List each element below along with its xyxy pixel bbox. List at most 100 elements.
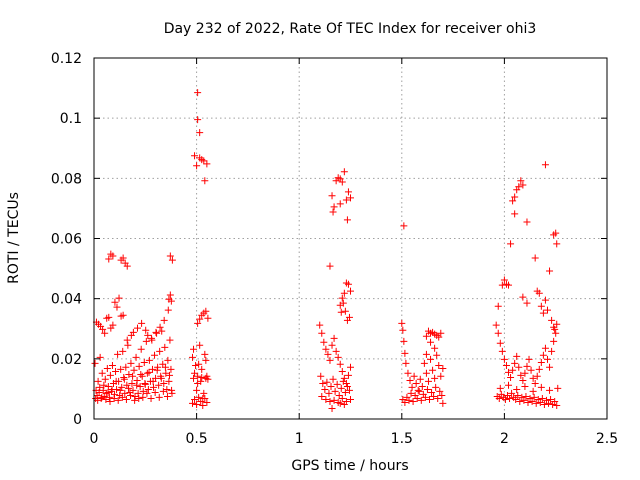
data-point	[114, 350, 122, 358]
data-point	[202, 307, 210, 315]
data-point	[190, 374, 198, 382]
data-point	[194, 319, 202, 327]
data-point	[508, 389, 516, 397]
data-point	[333, 380, 341, 388]
data-point	[155, 381, 163, 389]
data-point	[135, 395, 143, 403]
data-point	[400, 222, 408, 230]
data-point	[437, 329, 445, 337]
data-point	[139, 393, 147, 401]
data-point	[500, 355, 508, 363]
data-point	[401, 398, 409, 406]
data-point	[99, 325, 107, 333]
data-point	[541, 161, 549, 169]
data-point	[506, 395, 514, 403]
data-point	[511, 193, 519, 201]
data-point	[199, 401, 207, 409]
data-point	[168, 386, 176, 394]
data-point	[427, 338, 435, 346]
data-point	[402, 359, 410, 367]
data-point	[330, 203, 338, 211]
data-point	[95, 389, 103, 397]
data-point	[119, 347, 127, 355]
data-point	[407, 389, 415, 397]
data-point	[196, 341, 204, 349]
data-point	[530, 393, 538, 401]
data-point	[347, 363, 354, 371]
data-point	[545, 399, 553, 407]
y-tick-label: 0.02	[51, 352, 82, 368]
data-point	[133, 381, 141, 389]
data-point	[492, 321, 500, 329]
data-point	[201, 350, 209, 358]
data-point	[200, 389, 208, 397]
data-point	[438, 392, 446, 400]
data-point	[496, 339, 504, 347]
data-point	[165, 295, 173, 303]
data-point	[507, 373, 515, 381]
x-axis-label: GPS time / hours	[291, 458, 408, 474]
data-point	[336, 360, 344, 368]
data-point	[531, 254, 539, 262]
data-point	[423, 386, 431, 394]
data-point	[153, 366, 161, 374]
data-point	[110, 395, 118, 403]
data-point	[347, 194, 354, 202]
data-point	[325, 389, 333, 397]
data-point	[422, 350, 430, 358]
data-point	[404, 369, 412, 377]
data-point	[109, 321, 117, 329]
data-point	[511, 359, 519, 367]
data-point	[422, 369, 430, 377]
data-point	[496, 384, 504, 392]
data-point	[494, 302, 502, 310]
data-point	[517, 371, 525, 379]
data-point	[102, 395, 110, 403]
data-point	[142, 326, 150, 334]
data-point	[343, 216, 351, 224]
data-point	[132, 353, 140, 361]
data-point	[330, 396, 338, 404]
data-point	[340, 168, 348, 176]
x-tick-label: 0	[90, 431, 99, 447]
data-point	[337, 308, 345, 316]
data-point	[328, 341, 336, 349]
data-point	[535, 289, 543, 297]
data-point	[527, 366, 535, 374]
data-point	[537, 383, 545, 391]
data-point	[525, 355, 533, 363]
data-point	[100, 381, 108, 389]
y-tick-label: 0.1	[60, 111, 82, 127]
data-point	[163, 386, 171, 394]
data-point	[128, 380, 136, 388]
data-point	[145, 356, 153, 364]
data-point	[543, 306, 551, 314]
data-point	[494, 329, 502, 337]
data-point	[345, 386, 353, 394]
data-point	[167, 365, 175, 373]
data-point	[523, 218, 531, 226]
data-point	[501, 395, 509, 403]
data-point	[401, 349, 409, 357]
data-point	[521, 369, 529, 377]
data-point	[144, 331, 152, 339]
data-point	[140, 358, 148, 366]
data-point	[422, 332, 430, 340]
data-point	[338, 294, 346, 302]
data-point	[204, 314, 212, 322]
data-point	[188, 399, 196, 407]
data-point	[345, 313, 353, 321]
data-point	[323, 378, 331, 386]
y-tick-label: 0.12	[51, 51, 82, 67]
data-point	[537, 302, 545, 310]
data-point	[193, 386, 201, 394]
data-point	[129, 386, 137, 394]
data-point	[326, 356, 334, 364]
data-point	[328, 404, 336, 412]
data-point	[158, 327, 166, 335]
data-point	[332, 347, 340, 355]
data-point	[409, 398, 417, 406]
x-tick-label: 1.5	[391, 431, 413, 447]
data-point	[195, 393, 203, 401]
